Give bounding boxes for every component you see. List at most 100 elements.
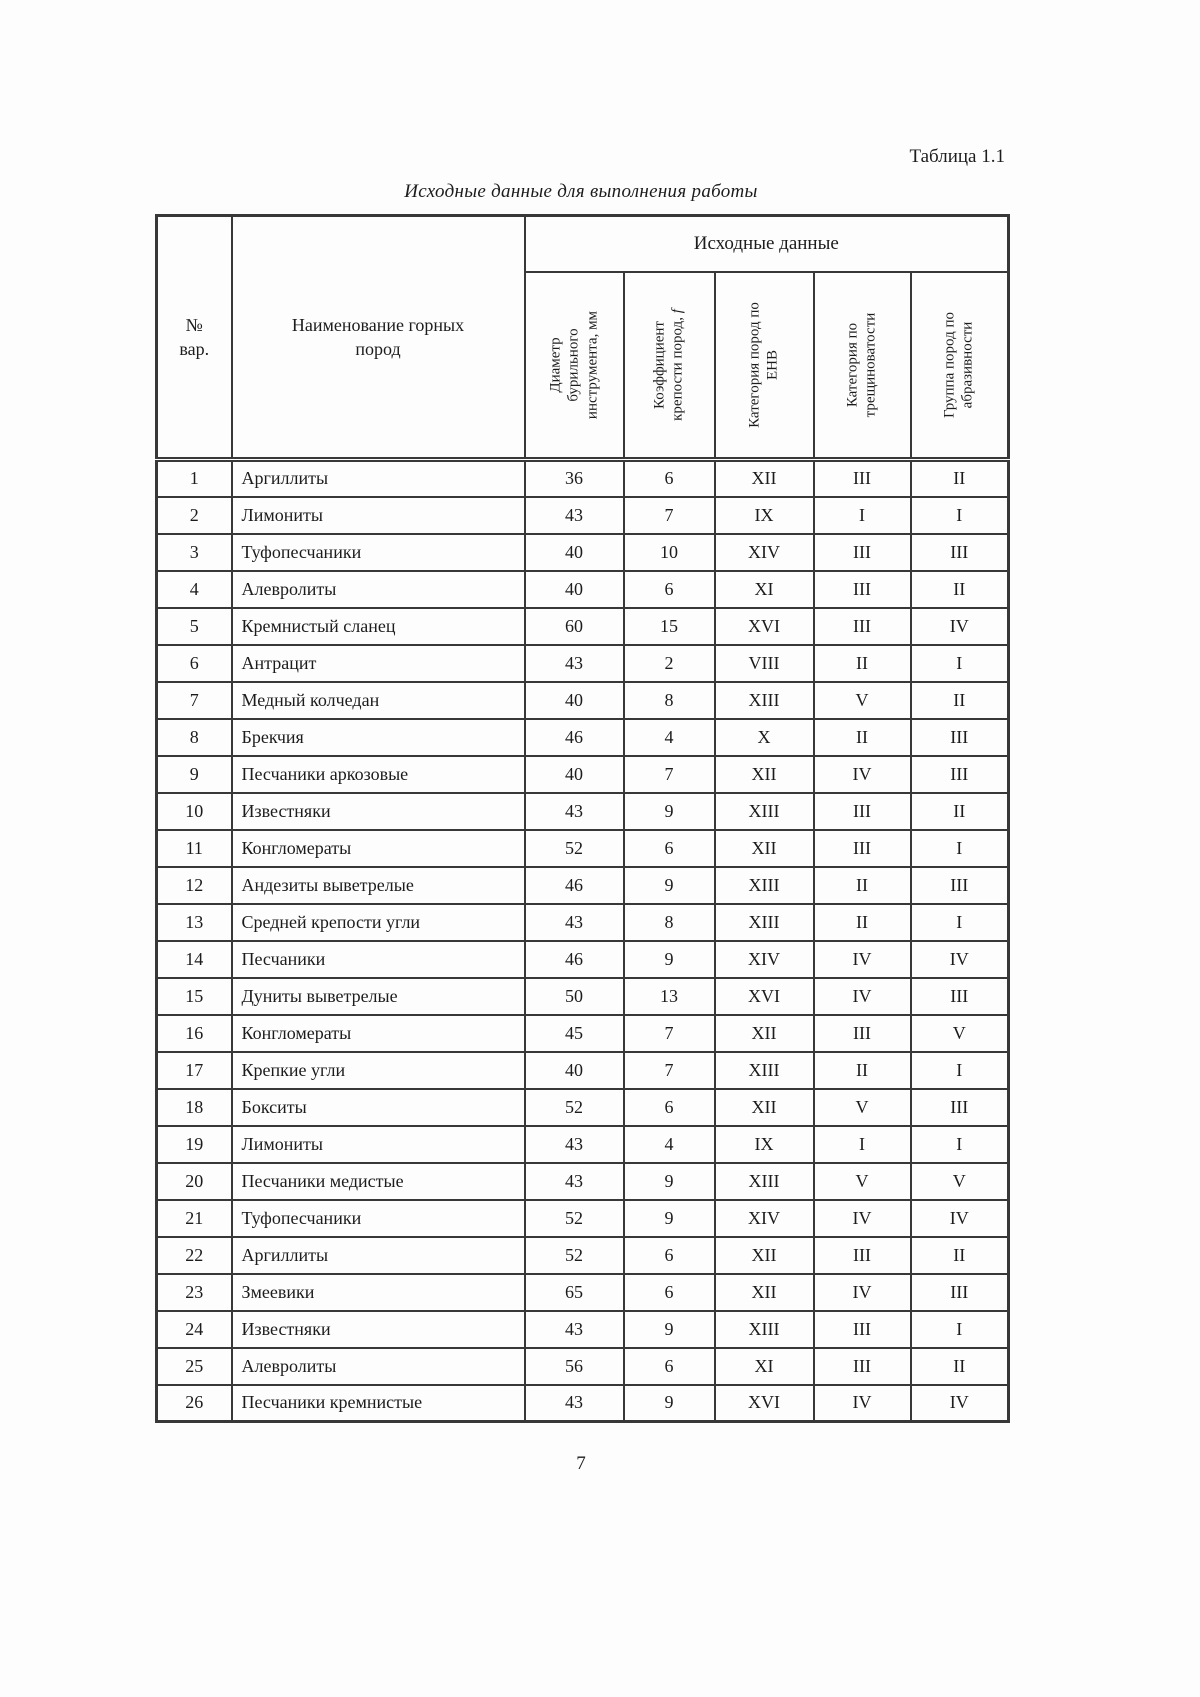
- cell-rock-name: Конгломераты: [230, 1013, 526, 1053]
- cell-strength-coefficient: 4: [622, 1124, 716, 1164]
- cell-diameter: 46: [523, 717, 625, 757]
- cell-variant-number: 13: [155, 902, 233, 942]
- cell-rock-name: Песчаники аркозовые: [230, 754, 526, 794]
- cell-abrasive-group: I: [909, 1050, 1010, 1090]
- table-row: 11 Конгломераты 52 6 XII III I: [155, 828, 1010, 868]
- cell-rock-name: Конгломераты: [230, 828, 526, 868]
- table-row: 13 Средней крепости угли 43 8 XIII II I: [155, 902, 1010, 942]
- table-row: 5 Кремнистый сланец 60 15 XVI III IV: [155, 606, 1010, 646]
- cell-env-category: XII: [713, 1235, 815, 1275]
- cell-rock-name: Брекчия: [230, 717, 526, 757]
- table-row: 6 Антрацит 43 2 VIII II I: [155, 643, 1010, 683]
- cell-rock-name: Известняки: [230, 791, 526, 831]
- cell-rock-name: Известняки: [230, 1309, 526, 1349]
- cell-fracture-category: III: [812, 791, 912, 831]
- cell-fracture-category: III: [812, 569, 912, 609]
- cell-diameter: 40: [523, 1050, 625, 1090]
- cell-diameter: 43: [523, 902, 625, 942]
- column-header-italic-suffix: f: [670, 308, 686, 314]
- table-row: 12 Андезиты выветрелые 46 9 XIII II III: [155, 865, 1010, 905]
- cell-fracture-category: IV: [812, 1383, 912, 1423]
- cell-variant-number: 9: [155, 754, 233, 794]
- column-header-diameter: Диаметр бурильного инструмента, мм: [523, 270, 625, 461]
- cell-diameter: 43: [523, 1124, 625, 1164]
- cell-rock-name: Средней крепости угли: [230, 902, 526, 942]
- cell-abrasive-group: III: [909, 717, 1010, 757]
- column-header-label: Категория по трещиноватости: [844, 312, 879, 418]
- cell-diameter: 52: [523, 1087, 625, 1127]
- cell-env-category: XIII: [713, 865, 815, 905]
- cell-strength-coefficient: 6: [622, 569, 716, 609]
- cell-abrasive-group: I: [909, 902, 1010, 942]
- table-caption: Таблица 1.1: [909, 146, 1005, 167]
- cell-strength-coefficient: 7: [622, 1050, 716, 1090]
- cell-abrasive-group: I: [909, 1124, 1010, 1164]
- table-row: 20 Песчаники медистые 43 9 XIII V V: [155, 1161, 1010, 1201]
- cell-rock-name: Антрацит: [230, 643, 526, 683]
- table-body: 1 Аргиллиты 36 6 XII III II 2 Лимониты 43 7 IX I I 3 Ту…: [155, 457, 1010, 1423]
- cell-env-category: XIII: [713, 1309, 815, 1349]
- cell-env-category: XVI: [713, 606, 815, 646]
- cell-env-category: XII: [713, 1272, 815, 1312]
- cell-env-category: XII: [713, 457, 815, 498]
- cell-rock-name: Бокситы: [230, 1087, 526, 1127]
- cell-abrasive-group: II: [909, 457, 1010, 498]
- cell-strength-coefficient: 9: [622, 1309, 716, 1349]
- cell-strength-coefficient: 9: [622, 1383, 716, 1423]
- cell-abrasive-group: II: [909, 680, 1010, 720]
- table-row: 9 Песчаники аркозовые 40 7 XII IV III: [155, 754, 1010, 794]
- cell-rock-name: Медный колчедан: [230, 680, 526, 720]
- cell-abrasive-group: I: [909, 828, 1010, 868]
- cell-variant-number: 7: [155, 680, 233, 720]
- cell-variant-number: 22: [155, 1235, 233, 1275]
- cell-abrasive-group: IV: [909, 1198, 1010, 1238]
- cell-diameter: 40: [523, 532, 625, 572]
- cell-abrasive-group: III: [909, 1087, 1010, 1127]
- cell-env-category: XIV: [713, 939, 815, 979]
- table-row: 17 Крепкие угли 40 7 XIII II I: [155, 1050, 1010, 1090]
- cell-fracture-category: I: [812, 495, 912, 535]
- cell-fracture-category: II: [812, 717, 912, 757]
- cell-strength-coefficient: 8: [622, 902, 716, 942]
- cell-diameter: 40: [523, 680, 625, 720]
- cell-abrasive-group: IV: [909, 606, 1010, 646]
- cell-strength-coefficient: 6: [622, 1346, 716, 1386]
- cell-variant-number: 23: [155, 1272, 233, 1312]
- cell-env-category: XI: [713, 569, 815, 609]
- cell-rock-name: Песчаники медистые: [230, 1161, 526, 1201]
- cell-rock-name: Аргиллиты: [230, 457, 526, 498]
- cell-rock-name: Туфопесчаники: [230, 532, 526, 572]
- table-row: 14 Песчаники 46 9 XIV IV IV: [155, 939, 1010, 979]
- table-row: 3 Туфопесчаники 40 10 XIV III III: [155, 532, 1010, 572]
- cell-fracture-category: III: [812, 1346, 912, 1386]
- cell-diameter: 56: [523, 1346, 625, 1386]
- cell-fracture-category: III: [812, 457, 912, 498]
- table-row: 24 Известняки 43 9 XIII III I: [155, 1309, 1010, 1349]
- cell-variant-number: 26: [155, 1383, 233, 1423]
- table-row: 15 Дуниты выветрелые 50 13 XVI IV III: [155, 976, 1010, 1016]
- cell-variant-number: 14: [155, 939, 233, 979]
- cell-fracture-category: II: [812, 865, 912, 905]
- cell-variant-number: 19: [155, 1124, 233, 1164]
- data-table: № вар. Наименование горных пород Исходны…: [155, 214, 1011, 1423]
- cell-abrasive-group: I: [909, 643, 1010, 683]
- rotated-header-text: Коэффициент крепости пород, f: [651, 299, 688, 431]
- cell-rock-name: Песчаники: [230, 939, 526, 979]
- cell-env-category: XIV: [713, 532, 815, 572]
- table-title: Исходные данные для выполнения работы: [404, 181, 758, 202]
- cell-fracture-category: I: [812, 1124, 912, 1164]
- cell-variant-number: 20: [155, 1161, 233, 1201]
- cell-env-category: XIII: [713, 902, 815, 942]
- table-row: 2 Лимониты 43 7 IX I I: [155, 495, 1010, 535]
- cell-abrasive-group: III: [909, 976, 1010, 1016]
- cell-env-category: XII: [713, 828, 815, 868]
- rotated-header-text: Группа пород по абразивности: [941, 299, 978, 431]
- cell-strength-coefficient: 9: [622, 865, 716, 905]
- cell-variant-number: 21: [155, 1198, 233, 1238]
- table-header: № вар. Наименование горных пород Исходны…: [155, 214, 1010, 461]
- cell-strength-coefficient: 6: [622, 828, 716, 868]
- cell-variant-number: 3: [155, 532, 233, 572]
- cell-abrasive-group: IV: [909, 1383, 1010, 1423]
- column-header-rock-name: Наименование горных пород: [230, 214, 526, 461]
- column-header-label: Категория пород по ЕНВ: [746, 301, 781, 428]
